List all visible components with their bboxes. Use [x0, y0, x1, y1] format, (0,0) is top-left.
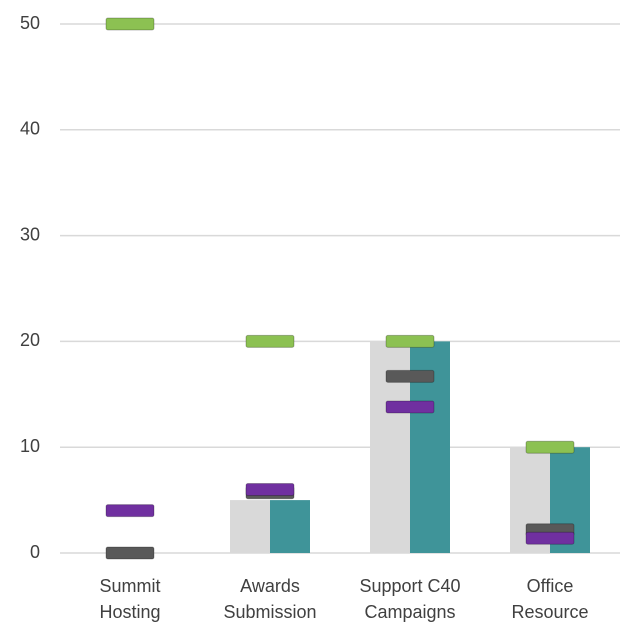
marker [105, 546, 155, 560]
x-tick-label: Summit Hosting [99, 576, 161, 622]
marker [105, 504, 155, 518]
y-tick-label: 30 [20, 224, 40, 244]
marker [385, 334, 435, 348]
marker [385, 400, 435, 414]
bar [230, 500, 270, 553]
marker [245, 483, 295, 497]
marker [525, 531, 575, 545]
bar [270, 500, 310, 553]
marker [385, 369, 435, 383]
marker [525, 440, 575, 454]
x-tick-label: Awards Submission [223, 576, 317, 622]
y-tick-label: 50 [20, 13, 40, 33]
y-tick-label: 0 [30, 542, 40, 562]
marker [105, 17, 155, 31]
marker [245, 334, 295, 348]
x-tick-label: Office Resource [511, 576, 589, 622]
y-tick-label: 40 [20, 119, 40, 139]
y-tick-label: 10 [20, 436, 40, 456]
y-tick-label: 20 [20, 330, 40, 350]
x-tick-label: Support C40 Campaigns [359, 576, 461, 622]
